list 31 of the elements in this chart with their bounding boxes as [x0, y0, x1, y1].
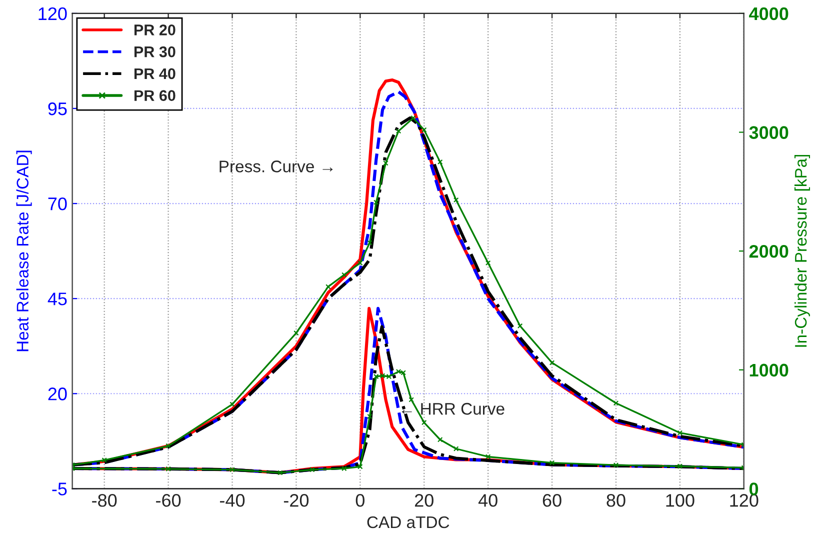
legend-label: PR 20 — [134, 24, 176, 36]
y2-tick-label: 3000 — [749, 126, 788, 139]
annotation: ← HRR Curve — [402, 402, 504, 415]
x-tick-label: -60 — [156, 494, 181, 507]
y-axis-title: Heat Release Rate [J/CAD] — [16, 150, 32, 352]
legend-label: PR 60 — [134, 90, 176, 101]
x-tick-label: 20 — [414, 494, 434, 507]
x-axis-title: CAD aTDC — [367, 516, 450, 528]
y2-tick-label: 4000 — [749, 7, 788, 20]
x-tick-label: -20 — [284, 494, 309, 507]
legend-label: PR 30 — [134, 46, 176, 58]
x-tick-label: 120 — [730, 494, 758, 507]
y-tick-label: 120 — [38, 7, 67, 20]
legend-label: PR 40 — [134, 68, 176, 80]
y2-tick-label: 0 — [749, 482, 758, 496]
x-tick-label: 100 — [666, 494, 694, 507]
y2-tick-label: 2000 — [749, 244, 788, 258]
annotation: Press. Curve → — [220, 160, 333, 172]
y-tick-label: 70 — [48, 197, 67, 210]
x-tick-label: -80 — [92, 494, 117, 507]
x-tick-label: 60 — [542, 494, 562, 507]
x-tick-label: 40 — [478, 494, 498, 507]
y-tick-label: -5 — [52, 482, 67, 496]
x-tick-label: 80 — [606, 494, 626, 507]
x-tick-label: -40 — [220, 494, 245, 507]
y-tick-label: 95 — [48, 102, 67, 116]
x-tick-label: 0 — [356, 494, 364, 507]
y2-tick-label: 1000 — [750, 364, 788, 377]
y2-axis-title: In-Cylinder Pressure [kPa] — [794, 154, 810, 347]
y-tick-label: 45 — [48, 292, 67, 306]
y-tick-label: 20 — [48, 388, 67, 400]
